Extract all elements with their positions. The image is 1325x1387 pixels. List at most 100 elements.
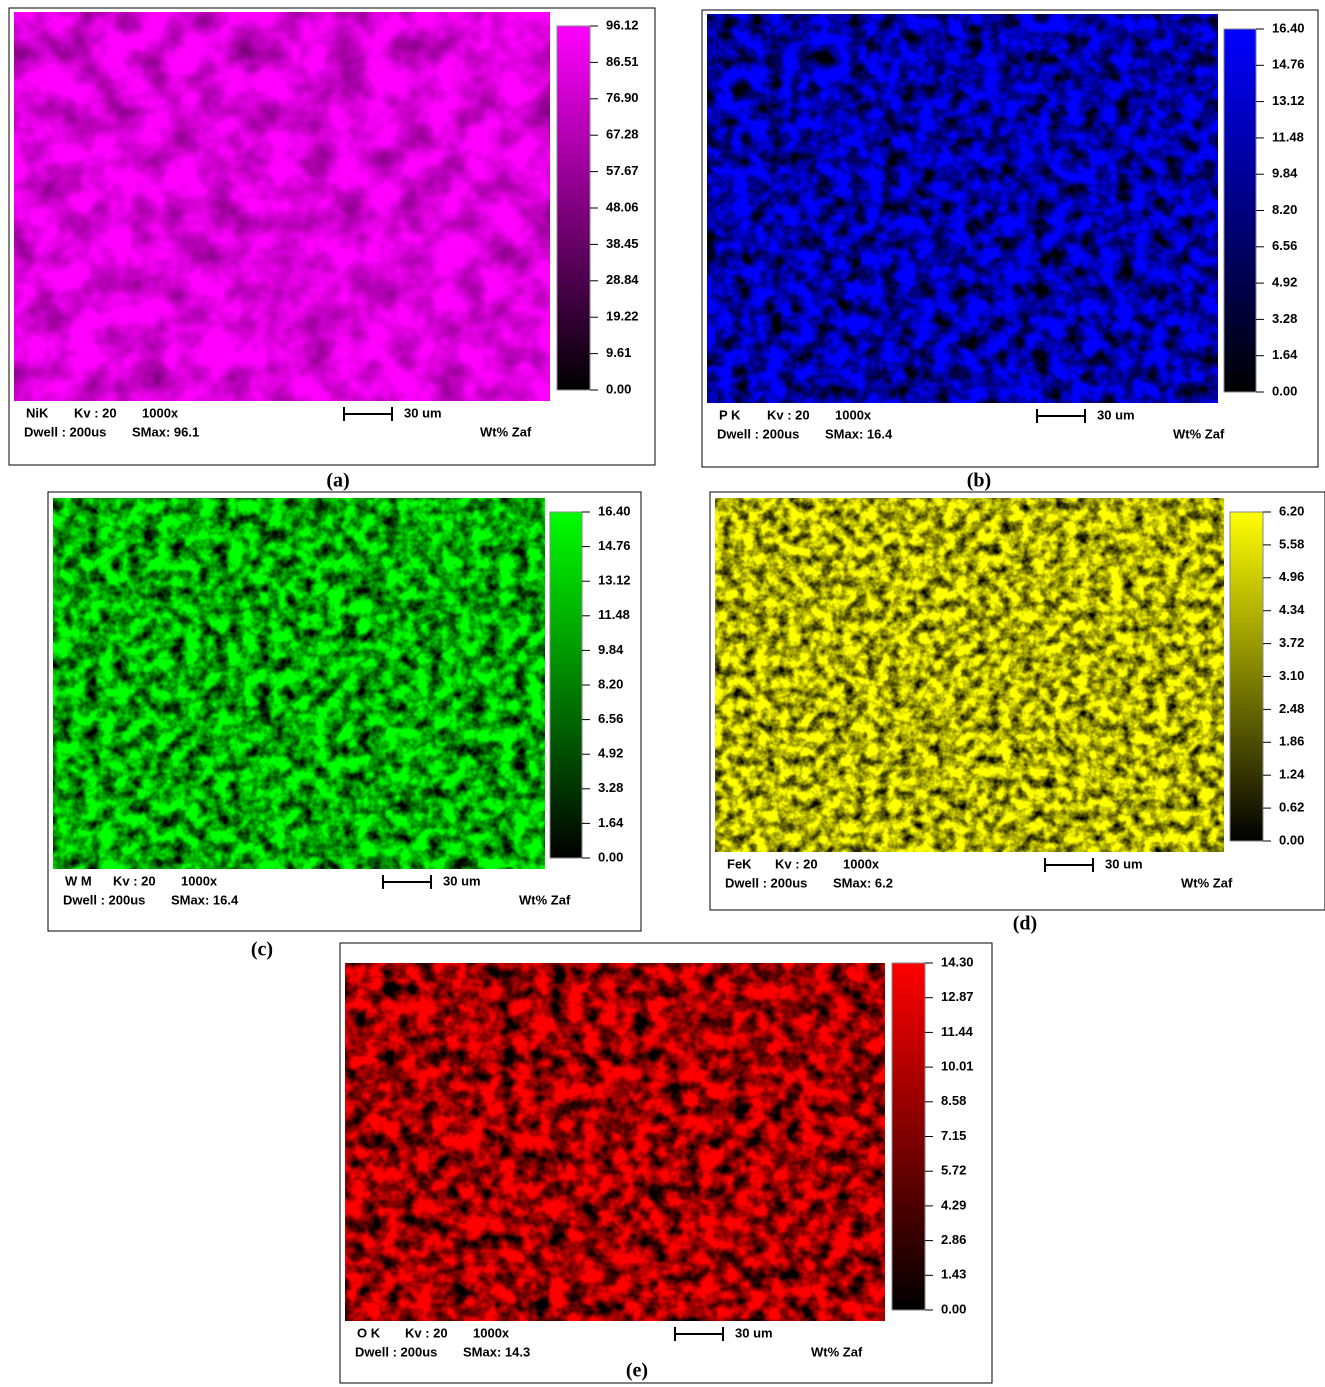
colorbar-label: 5.58 bbox=[1279, 536, 1304, 551]
magnification: 1000x bbox=[843, 856, 880, 871]
kv: Kv : 20 bbox=[74, 405, 117, 420]
dwell: Dwell : 200us bbox=[725, 875, 807, 890]
colorbar-label: 4.29 bbox=[941, 1197, 966, 1212]
colorbar bbox=[892, 963, 925, 1310]
colorbar-label: 3.72 bbox=[1279, 635, 1304, 650]
colorbar-label: 0.00 bbox=[941, 1301, 966, 1316]
element: O K bbox=[357, 1325, 381, 1340]
colorbar-label: 0.00 bbox=[1272, 383, 1297, 398]
element: P K bbox=[719, 407, 741, 422]
colorbar-label: 9.84 bbox=[598, 642, 624, 657]
panel: 14.30 12.87 11.44 10.01 8.58 7.15 5.72 4.29 2.86… bbox=[340, 943, 992, 1383]
unit: Wt% Zaf bbox=[811, 1344, 863, 1359]
colorbar-label: 1.86 bbox=[1279, 734, 1304, 749]
dwell: Dwell : 200us bbox=[63, 892, 145, 907]
colorbar-label: 4.92 bbox=[598, 746, 623, 761]
colorbar-label: 5.72 bbox=[941, 1163, 966, 1178]
unit: Wt% Zaf bbox=[480, 424, 532, 439]
map-texture bbox=[707, 14, 1218, 403]
colorbar-label: 0.62 bbox=[1279, 800, 1304, 815]
scale-label: 30 um bbox=[1097, 407, 1135, 422]
colorbar-label: 1.64 bbox=[598, 815, 624, 830]
colorbar-label: 1.43 bbox=[941, 1267, 966, 1282]
caption: (a) bbox=[326, 470, 349, 492]
scale-label: 30 um bbox=[1105, 856, 1143, 871]
colorbar-label: 14.30 bbox=[941, 954, 974, 969]
scale-bar bbox=[383, 875, 431, 889]
unit: Wt% Zaf bbox=[1181, 875, 1233, 890]
magnification: 1000x bbox=[473, 1325, 510, 1340]
colorbar-label: 1.24 bbox=[1279, 767, 1305, 782]
colorbar-label: 0.00 bbox=[606, 381, 631, 396]
colorbar-label: 14.76 bbox=[1272, 57, 1305, 72]
smax: SMax: 16.4 bbox=[171, 892, 239, 907]
smax: SMax: 6.2 bbox=[833, 875, 893, 890]
colorbar bbox=[1224, 29, 1256, 392]
colorbar-label: 9.61 bbox=[606, 345, 631, 360]
colorbar-label: 2.86 bbox=[941, 1232, 966, 1247]
colorbar-label: 96.12 bbox=[606, 17, 639, 32]
colorbar-label: 19.22 bbox=[606, 309, 639, 324]
figure: 96.1286.5176.9067.2857.6748.0638.4528.84… bbox=[0, 0, 1325, 1387]
element: W M bbox=[65, 873, 92, 888]
unit: Wt% Zaf bbox=[519, 892, 571, 907]
colorbar-label: 3.28 bbox=[1272, 311, 1297, 326]
magnification: 1000x bbox=[142, 405, 179, 420]
colorbar-label: 3.10 bbox=[1279, 668, 1304, 683]
colorbar-label: 16.40 bbox=[1272, 20, 1305, 35]
map-texture bbox=[715, 498, 1224, 852]
colorbar-label: 11.48 bbox=[1272, 129, 1304, 144]
colorbar-label: 8.20 bbox=[598, 676, 623, 691]
map-texture bbox=[53, 498, 545, 869]
colorbar bbox=[550, 512, 582, 858]
colorbar-label: 12.87 bbox=[941, 989, 974, 1004]
colorbar bbox=[1230, 512, 1263, 841]
colorbar-label: 2.48 bbox=[1279, 701, 1304, 716]
dwell: Dwell : 200us bbox=[355, 1344, 437, 1359]
caption: (e) bbox=[626, 1360, 648, 1382]
colorbar-label: 38.45 bbox=[606, 236, 639, 251]
colorbar-label: 9.84 bbox=[1272, 166, 1298, 181]
map-texture bbox=[345, 963, 885, 1321]
colorbar-label: 10.01 bbox=[941, 1059, 974, 1074]
kv: Kv : 20 bbox=[405, 1325, 448, 1340]
colorbar-label: 3.28 bbox=[598, 780, 623, 795]
element: NiK bbox=[26, 405, 49, 420]
smax: SMax: 14.3 bbox=[463, 1344, 530, 1359]
colorbar-label: 13.12 bbox=[1272, 93, 1305, 108]
colorbar-label: 11.44 bbox=[941, 1024, 974, 1039]
dwell: Dwell : 200us bbox=[717, 426, 799, 441]
colorbar-label: 0.00 bbox=[598, 849, 623, 864]
colorbar-label: 0.00 bbox=[1279, 832, 1304, 847]
panel: 16.4014.7613.1211.489.848.206.564.923.28… bbox=[702, 10, 1318, 492]
element: FeK bbox=[727, 856, 752, 871]
colorbar-label: 8.58 bbox=[941, 1093, 966, 1108]
colorbar-label: 16.40 bbox=[598, 503, 631, 518]
colorbar-label: 11.48 bbox=[598, 607, 630, 622]
colorbar-label: 8.20 bbox=[1272, 202, 1297, 217]
caption: (d) bbox=[1013, 913, 1037, 935]
colorbar-label: 4.96 bbox=[1279, 569, 1304, 584]
scale-bar bbox=[1045, 858, 1093, 872]
colorbar-label: 57.67 bbox=[606, 163, 639, 178]
panel: 96.1286.5176.9067.2857.6748.0638.4528.84… bbox=[9, 8, 655, 492]
caption: (b) bbox=[967, 470, 991, 492]
colorbar-label: 86.51 bbox=[606, 54, 639, 69]
panel: 6.205.584.964.343.723.102.481.861.240.62… bbox=[710, 492, 1325, 935]
scale-label: 30 um bbox=[443, 873, 481, 888]
colorbar bbox=[557, 26, 590, 390]
magnification: 1000x bbox=[181, 873, 218, 888]
map-texture bbox=[14, 12, 550, 401]
colorbar-label: 4.34 bbox=[1279, 602, 1305, 617]
colorbar-label: 6.56 bbox=[598, 711, 623, 726]
kv: Kv : 20 bbox=[775, 856, 818, 871]
caption: (c) bbox=[251, 939, 273, 961]
scale-label: 30 um bbox=[735, 1325, 773, 1340]
smax: SMax: 16.4 bbox=[825, 426, 893, 441]
colorbar-label: 7.15 bbox=[941, 1128, 966, 1143]
colorbar-label: 6.56 bbox=[1272, 238, 1297, 253]
colorbar-label: 13.12 bbox=[598, 573, 631, 588]
scale-label: 30 um bbox=[404, 405, 442, 420]
dwell: Dwell : 200us bbox=[24, 424, 106, 439]
unit: Wt% Zaf bbox=[1173, 426, 1225, 441]
